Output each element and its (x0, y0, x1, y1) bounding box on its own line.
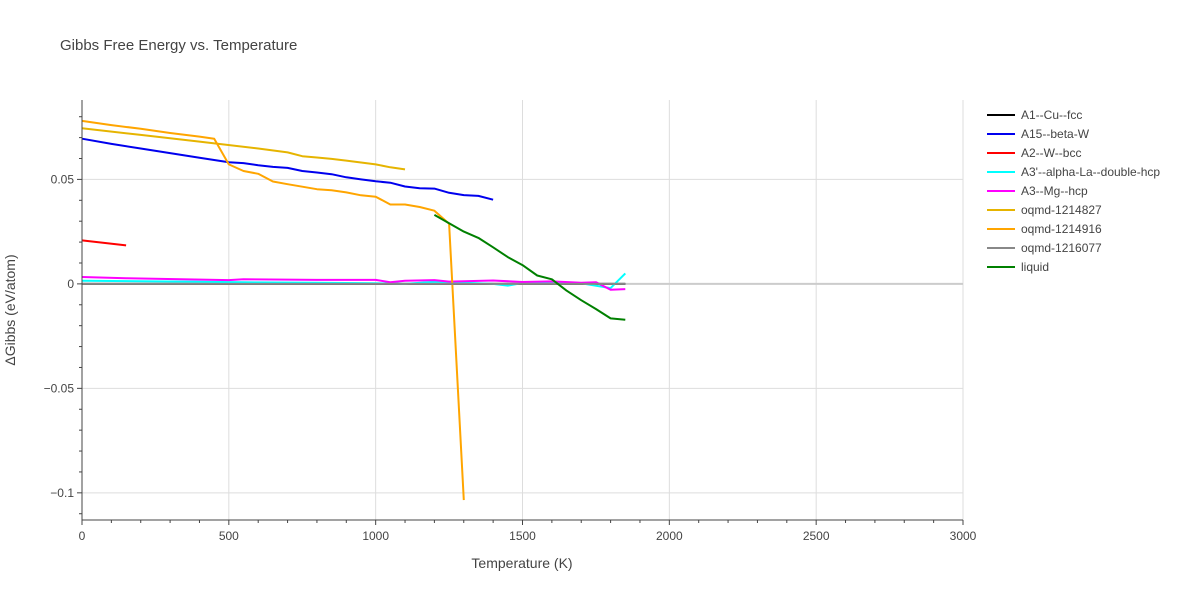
tick-labels: 0 500 1000 1500 2000 2500 3000 0.05 0 −0.05 −0.1 (44, 172, 977, 543)
series-line-a2-w-bcc (81, 239, 127, 247)
x-tick-label: 1500 (509, 529, 536, 543)
x-tick-label: 500 (219, 529, 239, 543)
x-tick-label: 3000 (950, 529, 977, 543)
legend-item[interactable]: A15--beta-W (987, 127, 1090, 141)
y-tick-label: 0 (67, 277, 74, 291)
series-line-liquid (433, 214, 626, 321)
legend-label: oqmd-1216077 (1021, 241, 1102, 255)
x-tick-label: 2500 (803, 529, 830, 543)
legend-item[interactable]: oqmd-1216077 (987, 241, 1102, 255)
y-tick-label: 0.05 (51, 172, 75, 186)
legend-label: oqmd-1214827 (1021, 203, 1102, 217)
series-line-a3-mg-hcp (81, 276, 626, 291)
grid (82, 100, 964, 520)
legend-item[interactable]: A2--W--bcc (987, 146, 1081, 160)
legend-label: A3--Mg--hcp (1021, 184, 1088, 198)
legend-item[interactable]: liquid (987, 260, 1049, 274)
series-line-oqmd-1214827 (81, 127, 406, 171)
x-tick-label: 0 (79, 529, 86, 543)
legend-item[interactable]: oqmd-1214916 (987, 222, 1102, 236)
legend-item[interactable]: A3'--alpha-La--double-hcp (987, 165, 1160, 179)
legend-item[interactable]: oqmd-1214827 (987, 203, 1102, 217)
legend-label: A15--beta-W (1021, 127, 1090, 141)
y-axis-label: ΔGibbs (eV/atom) (2, 254, 18, 365)
legend-label: oqmd-1214916 (1021, 222, 1102, 236)
legend-label: A1--Cu--fcc (1021, 108, 1082, 122)
x-tick-label: 2000 (656, 529, 683, 543)
x-tick-label: 1000 (362, 529, 389, 543)
series-line-a15-beta-w (81, 137, 494, 201)
series-group (81, 119, 627, 501)
x-axis-label: Temperature (K) (471, 555, 572, 571)
legend-item[interactable]: A3--Mg--hcp (987, 184, 1088, 198)
legend-label: A3'--alpha-La--double-hcp (1021, 165, 1160, 179)
axes (77, 100, 964, 525)
y-tick-label: −0.05 (44, 381, 75, 395)
legend-item[interactable]: A1--Cu--fcc (987, 108, 1082, 122)
legend[interactable]: A1--Cu--fcc A15--beta-W A2--W--bcc A3'--alp… (987, 108, 1160, 274)
legend-label: liquid (1021, 260, 1049, 274)
chart-title: Gibbs Free Energy vs. Temperature (60, 37, 297, 54)
y-tick-label: −0.1 (50, 486, 74, 500)
series-line-oqmd-1214916 (81, 119, 465, 501)
legend-label: A2--W--bcc (1021, 146, 1081, 160)
